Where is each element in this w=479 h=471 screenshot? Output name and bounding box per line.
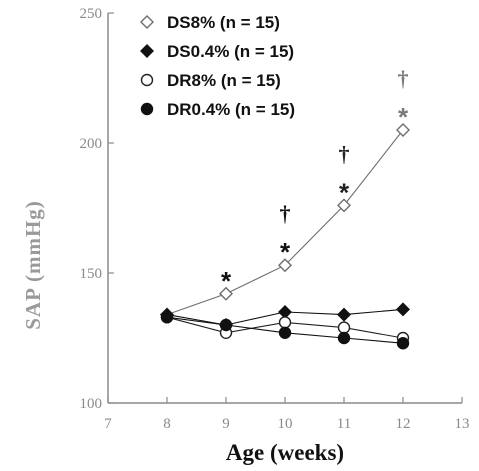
legend-label: DS0.4% (n = 15): [167, 42, 294, 61]
x-tick-label: 7: [104, 416, 112, 432]
asterisk-annotation: *: [221, 266, 232, 296]
data-point: [278, 316, 292, 329]
dagger-annotation: †: [398, 66, 409, 91]
legend: DS8% (n = 15) DS0.4% (n = 15) DR8% (n = 15…: [140, 13, 295, 119]
legend-marker: [140, 73, 154, 87]
data-point: [337, 198, 351, 213]
y-axis-ticks: 100 150 200 250: [80, 6, 114, 412]
legend-item: DS0.4% (n = 15): [140, 42, 294, 61]
dagger-annotation: †: [339, 141, 350, 166]
series-DR0.4%: [160, 311, 410, 350]
data-point: [337, 331, 351, 345]
x-tick-label: 10: [278, 416, 293, 432]
data-point: [396, 123, 410, 137]
data-point: [337, 307, 351, 322]
legend-label: DR8% (n = 15): [167, 71, 281, 90]
asterisk-annotation: *: [339, 177, 350, 207]
y-tick-label: 100: [80, 396, 103, 412]
x-tick-label: 9: [222, 416, 230, 432]
x-axis-label: Age (weeks): [226, 440, 344, 465]
legend-marker: [140, 15, 154, 29]
x-tick-label: 8: [163, 416, 171, 432]
data-point: [278, 326, 292, 339]
legend-marker: [140, 102, 154, 116]
data-point: [337, 321, 351, 334]
legend-item: DS8% (n = 15): [140, 13, 280, 32]
x-tick-label: 13: [455, 416, 470, 432]
y-tick-label: 200: [80, 136, 103, 152]
annotations-group: * † * † * † *: [221, 66, 409, 296]
data-point: [219, 286, 233, 301]
x-tick-label: 12: [396, 416, 411, 432]
data-point: [219, 318, 233, 332]
dagger-annotation: †: [280, 201, 291, 226]
series-group: [160, 123, 410, 350]
data-point: [396, 337, 410, 350]
asterisk-annotation: *: [398, 102, 409, 132]
legend-item: DR0.4% (n = 15): [140, 100, 295, 119]
x-tick-label: 11: [337, 416, 351, 432]
legend-marker: [140, 44, 154, 58]
legend-label: DS8% (n = 15): [167, 13, 280, 32]
data-point: [160, 311, 174, 324]
data-point: [396, 302, 410, 317]
data-point: [278, 258, 292, 273]
y-tick-label: 250: [80, 6, 103, 22]
legend-item: DR8% (n = 15): [140, 71, 281, 90]
y-tick-label: 150: [80, 266, 103, 282]
asterisk-annotation: *: [280, 237, 291, 267]
y-axis-label: SAP (mmHg): [21, 200, 45, 330]
legend-label: DR0.4% (n = 15): [167, 100, 295, 119]
x-axis-ticks: 7 8 9 10 11 12 13: [104, 397, 470, 432]
